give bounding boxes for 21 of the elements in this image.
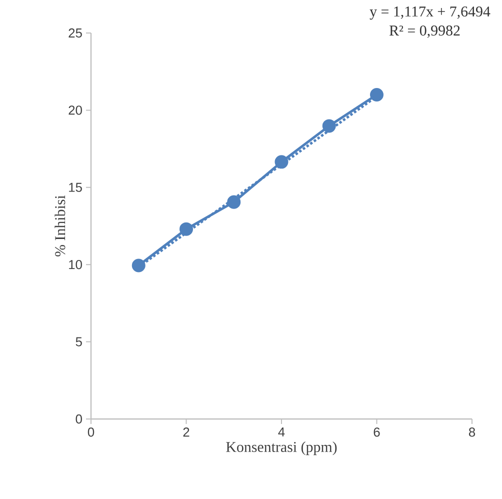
y-tick-label: 10 [69, 260, 82, 270]
y-tick-label: 15 [69, 182, 82, 192]
x-tick-label: 6 [374, 428, 380, 437]
point [180, 222, 193, 236]
y-axis-title: % Inhibisi [54, 195, 66, 256]
x-axis-title: Konsentrasi (ppm) [226, 442, 337, 456]
x-tick-label: 4 [278, 428, 285, 436]
annotation: R² = 0,9982 [389, 26, 460, 38]
y-tick-label: 0 [76, 414, 82, 424]
x-tick-label: 0 [88, 428, 94, 437]
x-tick-label: 8 [468, 428, 476, 437]
point [322, 119, 336, 133]
y-tick-label: 20 [68, 106, 82, 115]
point [227, 195, 241, 209]
x-tick-label: 2 [183, 428, 190, 437]
y-tick-label: 25 [68, 28, 82, 38]
point [132, 258, 146, 272]
y-tick-label: 5 [76, 337, 82, 346]
text: y = 1,117x + 7,6494 [370, 6, 490, 20]
point [370, 88, 384, 102]
point [274, 155, 288, 169]
